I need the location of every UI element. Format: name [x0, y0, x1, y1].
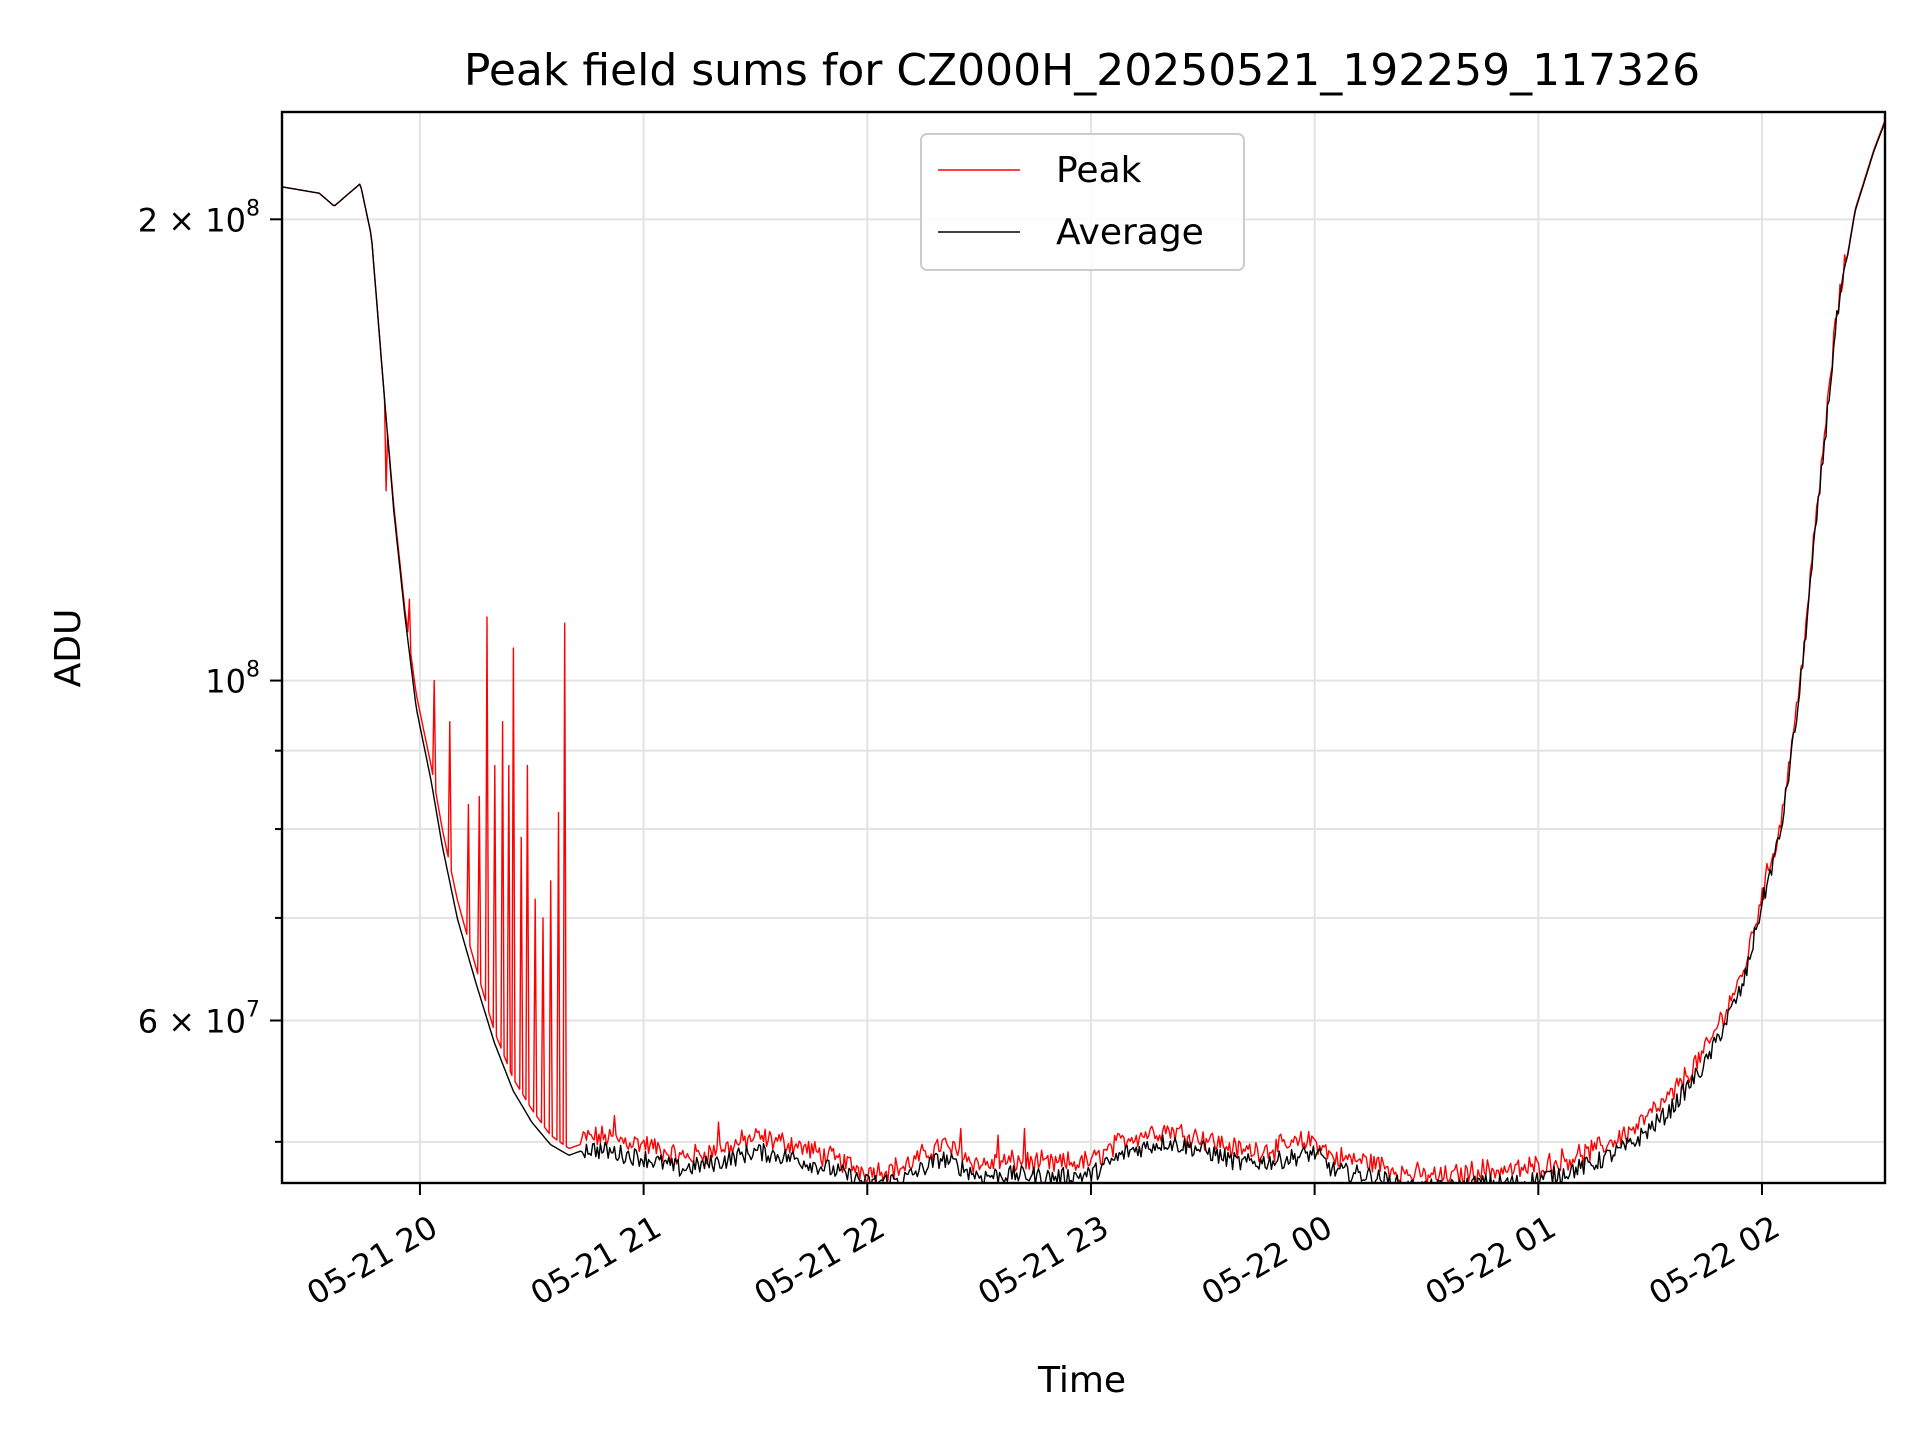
chart-title: Peak field sums for CZ000H_20250521_1922… [464, 45, 1700, 96]
legend-label-peak: Peak [1056, 150, 1142, 191]
plot-frame [280, 110, 1887, 1185]
x-axis-label: Time [1037, 1360, 1126, 1401]
legend: Peak Average [920, 133, 1245, 271]
series-line-peak [282, 120, 1885, 1183]
series-line-average [282, 121, 1885, 1183]
y-tick-label: 2 × 108 [138, 196, 260, 239]
series-layer [282, 120, 1885, 1183]
y-axis-label: ADU [48, 609, 89, 688]
y-tick-label: 6 × 107 [138, 997, 260, 1040]
y-tick-label: 108 [205, 658, 260, 701]
legend-label-average: Average [1056, 212, 1204, 253]
legend-box [920, 133, 1245, 271]
